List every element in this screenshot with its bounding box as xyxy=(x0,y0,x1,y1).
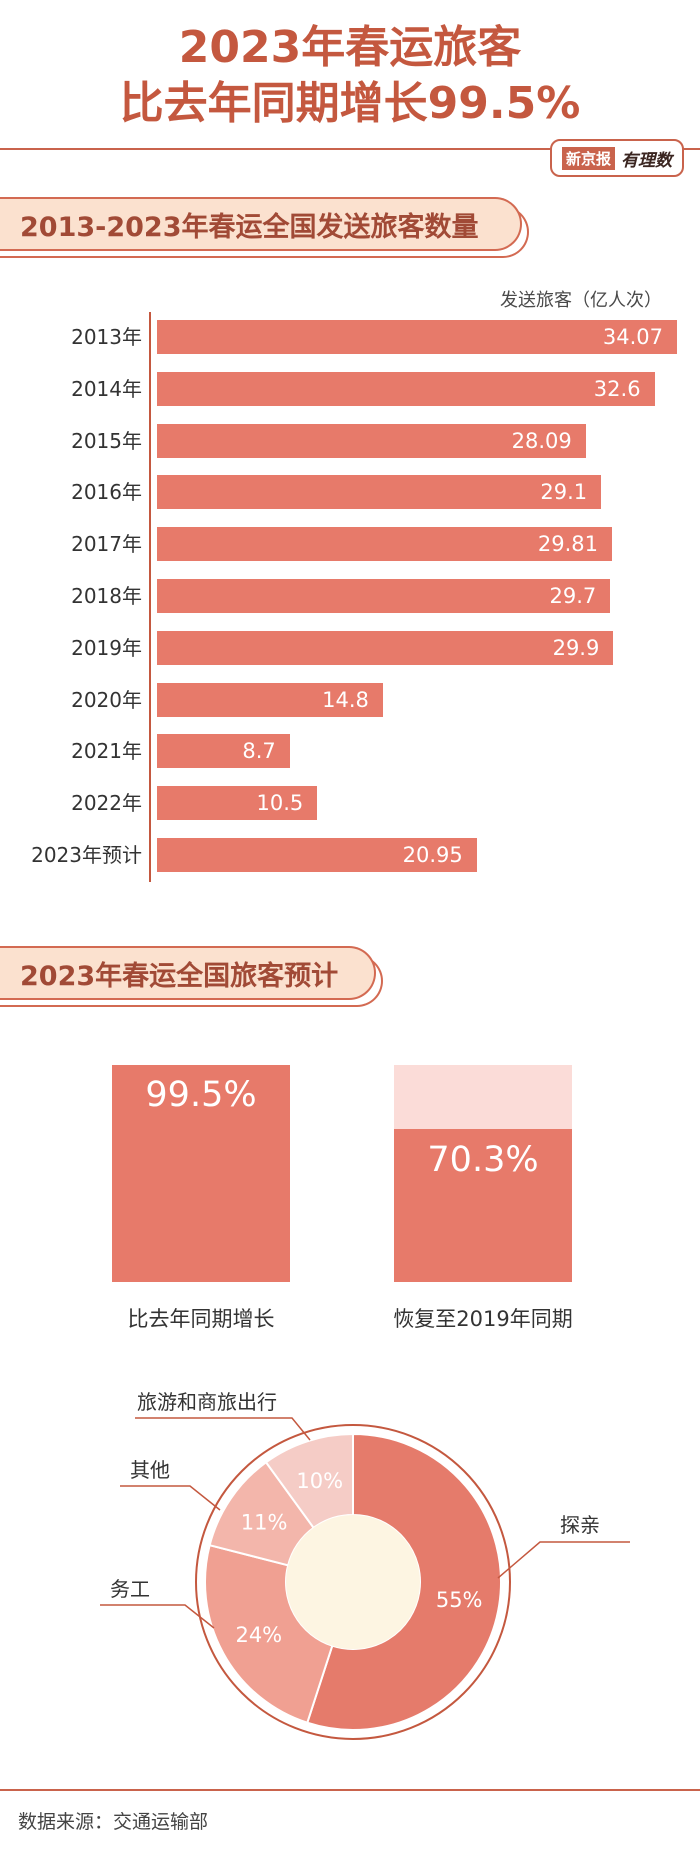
donut-slice-value: 11% xyxy=(241,1511,288,1535)
bar-value-label: 14.8 xyxy=(322,687,369,712)
donut-slice-value: 55% xyxy=(436,1588,483,1612)
bar xyxy=(157,786,318,821)
bar-value-label: 29.1 xyxy=(540,480,588,505)
recovery-box-remainder xyxy=(394,1065,572,1130)
bar xyxy=(157,527,612,562)
growth-box-caption: 比去年同期增长 xyxy=(127,1307,275,1331)
bar xyxy=(157,682,383,717)
data-source: 数据来源：交通运输部 xyxy=(18,1811,209,1833)
donut-slice-label: 探亲 xyxy=(560,1513,600,1537)
donut-slice-label: 旅游和商旅出行 xyxy=(137,1390,277,1414)
title-line-2: 比去年同期增长99.5% xyxy=(119,78,581,129)
year-label: 2017年 xyxy=(71,532,142,557)
brand-sub: 有理数 xyxy=(621,150,672,171)
year-label: 2016年 xyxy=(71,480,142,505)
bar-value-label: 29.81 xyxy=(537,532,598,557)
section-1-title: 2013-2023年春运全国发送旅客数量 xyxy=(0,197,529,258)
bar xyxy=(157,734,290,769)
bar-value-label: 10.5 xyxy=(256,791,304,816)
bar xyxy=(157,579,611,613)
donut-leader-line xyxy=(497,1541,630,1579)
recovery-box-caption: 恢复至2019年同期 xyxy=(393,1307,573,1331)
bar-value-label: 20.95 xyxy=(402,843,463,867)
bar-value-label: 8.7 xyxy=(242,739,276,764)
bar xyxy=(157,371,655,406)
donut-slice-value: 24% xyxy=(235,1623,282,1647)
bar xyxy=(157,630,614,665)
bar xyxy=(157,320,677,354)
year-label: 2023年预计 xyxy=(31,843,142,867)
growth-box-value: 99.5% xyxy=(145,1075,257,1115)
title-line-1: 2023年春运旅客 xyxy=(178,22,522,73)
donut-slice-label: 其他 xyxy=(130,1458,170,1482)
header-rule xyxy=(0,148,700,150)
year-label: 2021年 xyxy=(71,739,142,764)
donut-leader-line xyxy=(100,1604,215,1629)
donut-outer-ring xyxy=(195,1424,511,1740)
donut-slice-label: 务工 xyxy=(110,1577,150,1601)
brand-logo: 新京报 有理数 xyxy=(550,139,684,177)
year-label: 2014年 xyxy=(71,376,142,401)
bar-value-label: 34.07 xyxy=(602,325,663,349)
y-axis-line xyxy=(149,312,151,882)
footer-rule xyxy=(0,1789,700,1791)
donut-leader-line xyxy=(135,1417,311,1441)
bar-value-label: 28.09 xyxy=(511,428,572,453)
year-label: 2018年 xyxy=(71,584,142,608)
donut-center xyxy=(286,1515,420,1649)
year-label: 2020年 xyxy=(71,687,142,712)
growth-box xyxy=(112,1065,290,1282)
year-label: 2019年 xyxy=(71,635,142,660)
bar xyxy=(157,423,586,458)
brand-name: 新京报 xyxy=(561,146,615,170)
bar-value-label: 29.7 xyxy=(549,584,597,608)
section-2-title: 2023年春运全国旅客预计 xyxy=(0,946,383,1007)
bar-value-label: 32.6 xyxy=(593,376,641,401)
year-label: 2013年 xyxy=(71,325,142,349)
donut-leader-line xyxy=(120,1485,221,1511)
purpose-donut-chart: 55% 探亲 24% 务工 11% 其他 10% 旅游和商旅出行 xyxy=(100,1390,630,1740)
year-label: 2022年 xyxy=(71,791,142,816)
donut-slice-value: 10% xyxy=(296,1469,343,1493)
bar xyxy=(157,475,602,510)
year-label: 2015年 xyxy=(71,428,142,453)
unit-label: 发送旅客（亿人次） xyxy=(500,290,662,311)
bar xyxy=(157,838,477,872)
bar-value-label: 29.9 xyxy=(552,635,600,660)
recovery-box-value: 70.3% xyxy=(427,1140,539,1181)
